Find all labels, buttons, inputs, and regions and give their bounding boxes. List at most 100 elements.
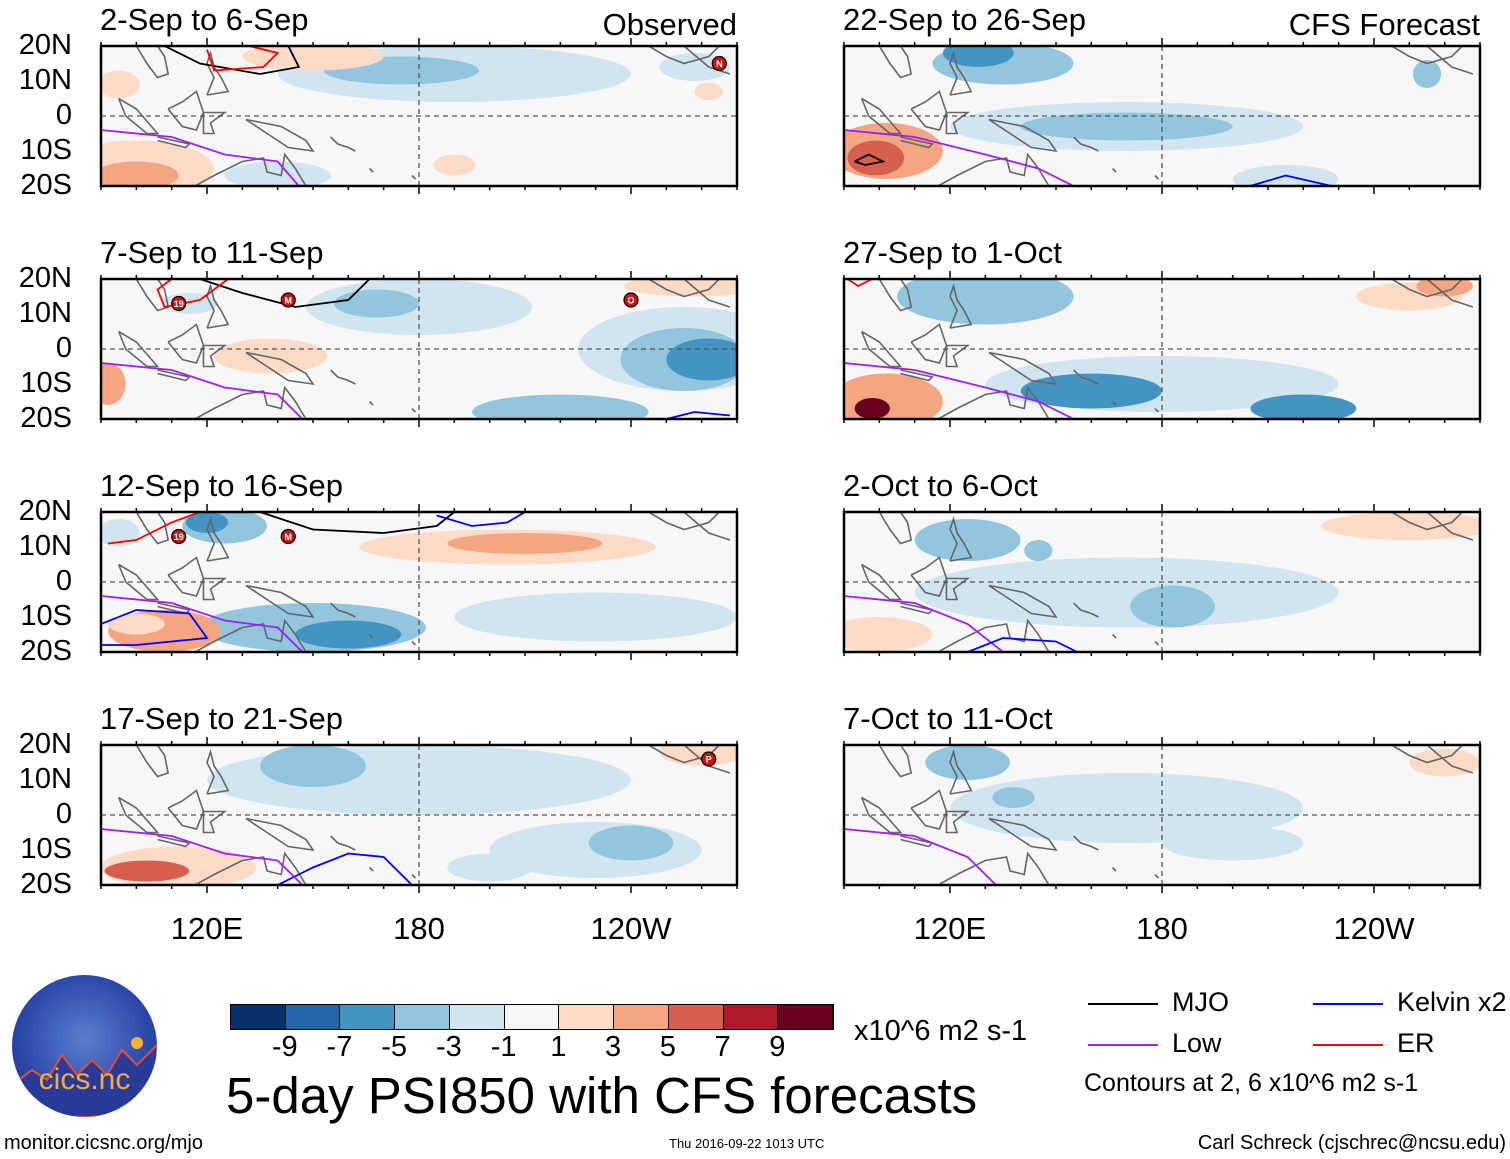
coastline <box>206 50 230 96</box>
coastline <box>206 749 230 795</box>
contour-er <box>847 279 873 288</box>
anomaly-shading <box>101 161 179 186</box>
coastline <box>1154 407 1160 413</box>
coastline <box>245 351 315 386</box>
coastline <box>900 602 934 615</box>
anomaly-shading <box>624 279 737 297</box>
storm-icon <box>711 55 727 72</box>
lon-tick-label: 120W <box>1333 911 1415 946</box>
lat-tick-label: 10N <box>18 297 72 329</box>
coastline <box>330 369 356 385</box>
colorbar <box>230 1004 834 1030</box>
lat-tick-label: 10S <box>20 134 72 166</box>
colorbar-swatch <box>559 1005 615 1029</box>
colorbar-tick-label: 1 <box>550 1031 567 1063</box>
lat-tick-label: 20N <box>18 728 72 760</box>
coastline <box>157 835 191 848</box>
coastline <box>193 385 307 419</box>
contour-low <box>844 828 997 885</box>
coastline <box>245 584 315 619</box>
footer-timestamp: Thu 2016-09-22 1013 UTC <box>669 1136 825 1151</box>
colorbar-swatch <box>778 1005 834 1029</box>
anomaly-shading <box>588 825 674 861</box>
coastline <box>368 400 374 406</box>
coastline <box>411 873 417 879</box>
contour-low <box>101 362 304 419</box>
coastline <box>368 633 374 639</box>
lat-tick-label: 20S <box>20 868 72 900</box>
anomaly-shading <box>897 279 1074 325</box>
coastline <box>157 369 191 382</box>
coastline <box>878 279 913 312</box>
storm-label: M <box>285 532 293 542</box>
anomaly-shading <box>1024 540 1053 561</box>
panel-tag: CFS Forecast <box>1288 7 1480 42</box>
coastline <box>949 749 973 795</box>
coastline <box>157 136 191 149</box>
colorbar-tick-label: 3 <box>605 1031 622 1063</box>
coastline <box>1426 279 1474 308</box>
storm-icon <box>623 292 639 308</box>
coastline <box>117 97 160 135</box>
storm-label: P <box>706 755 712 765</box>
figure-title: 5-day PSI850 with CFS forecasts <box>226 1067 978 1124</box>
panel-title: 2-Sep to 6-Sep <box>100 2 309 37</box>
anomaly-shading <box>224 161 331 186</box>
anomaly-shading <box>1412 60 1442 88</box>
contour-low <box>101 828 304 885</box>
anomaly-shading <box>214 338 328 374</box>
lat-tick-label: 20S <box>20 635 72 667</box>
coastline <box>411 407 417 413</box>
anomaly-shading <box>694 82 723 101</box>
footer-url[interactable]: monitor.cicsnc.org/mjo <box>4 1132 203 1154</box>
coastline <box>1154 873 1160 879</box>
contour-kelvin <box>101 609 209 646</box>
cics-logo: cics.nc <box>12 975 157 1117</box>
anomaly-shading <box>101 70 140 99</box>
colorbar-swatch <box>231 1005 286 1029</box>
lat-tick-label: 10S <box>20 367 72 399</box>
storm-label: N <box>716 59 723 69</box>
map-panel: P <box>99 737 739 893</box>
map-panel <box>842 737 1482 893</box>
coastline <box>936 152 1050 186</box>
anomaly-shading <box>925 745 1011 780</box>
coastline <box>936 385 1050 419</box>
panel-title: 17-Sep to 21-Sep <box>100 701 344 736</box>
coastline <box>202 111 228 135</box>
coastline <box>368 866 374 872</box>
coastline <box>860 97 903 135</box>
coastline <box>1073 602 1099 618</box>
coastline <box>1426 46 1474 75</box>
coastline <box>117 563 160 601</box>
coastline <box>1111 167 1117 173</box>
coastline <box>683 46 731 75</box>
anomaly-shading <box>666 338 737 381</box>
lon-tick-label: 120E <box>913 911 987 946</box>
anomaly-shading <box>1321 512 1480 540</box>
coastline <box>900 369 934 382</box>
coastline <box>945 111 971 135</box>
legend-line <box>1313 1003 1383 1005</box>
map-panel <box>842 38 1482 194</box>
colorbar-tick-label: 7 <box>714 1031 731 1063</box>
coastline <box>193 851 307 885</box>
coastline <box>860 563 903 601</box>
storm-label: 19 <box>174 299 184 309</box>
lat-tick-label: 10S <box>20 600 72 632</box>
coastline <box>683 279 731 308</box>
coastline <box>988 584 1058 619</box>
map-panel: 19 M O <box>99 271 739 427</box>
contour-low <box>844 129 1075 186</box>
anomaly-shading <box>472 394 649 419</box>
coastline <box>330 602 356 618</box>
storm-icon <box>171 528 187 545</box>
colorbar-tick-label: 5 <box>659 1031 676 1063</box>
anomaly-shading <box>1020 112 1233 141</box>
legend-label: Kelvin x2 <box>1397 987 1507 1017</box>
lat-tick-label: 10N <box>18 763 72 795</box>
legend-line <box>1088 1003 1158 1005</box>
coastline <box>860 796 903 834</box>
legend-label: ER <box>1397 1028 1435 1058</box>
coastline <box>648 512 720 531</box>
